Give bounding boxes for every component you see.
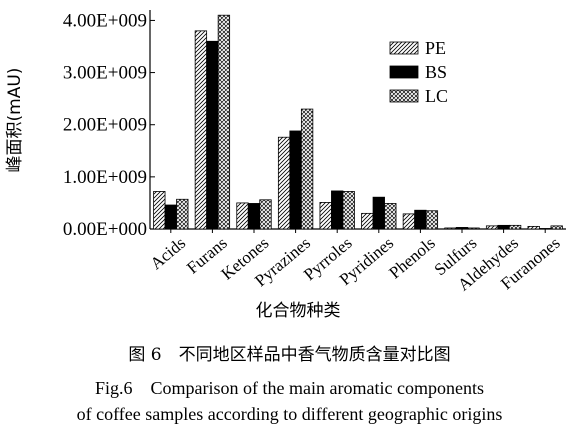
bar-lc-phenols	[425, 210, 439, 230]
figure-caption-english-line2: of coffee samples according to different…	[76, 404, 503, 424]
legend-label-pe: PE	[425, 38, 446, 58]
bar-lc-sulfurs	[467, 227, 480, 230]
bar-bs-phenols	[414, 209, 427, 230]
bar-pe-pyridines	[361, 212, 374, 230]
bar-lc-pyrazines	[300, 108, 314, 230]
bar-bs-pyrazines	[289, 130, 302, 230]
x-category-label: Acids	[147, 233, 190, 273]
figure-caption-chinese: 图 6 不同地区样品中香气物质含量对比图	[128, 345, 451, 365]
legend-label-bs: BS	[425, 62, 447, 82]
bar-lc-furans	[217, 14, 231, 230]
plot-area: 0.00E+000 1.00E+009 2.00E+009 3.00E+009 4.00…	[5, 10, 566, 321]
y-tick-label: 0.00E+000	[63, 219, 147, 240]
y-tick-label: 3.00E+009	[63, 63, 147, 84]
bar-bs-pyrroles	[331, 190, 344, 230]
bar-lc-pyridines	[384, 203, 397, 230]
bar-bs-acids	[164, 204, 177, 230]
legend-swatch-bs	[389, 65, 419, 79]
figure-caption-english-line1: Fig.6 Comparison of the main aromatic co…	[95, 378, 484, 398]
bar-bs-aldehydes	[497, 224, 510, 230]
bar-chart: 0.00E+000 1.00E+009 2.00E+009 3.00E+009 4.00…	[5, 10, 566, 321]
bar-lc-acids	[176, 198, 189, 230]
y-axis-title: 峰面积(mAU)	[5, 68, 25, 173]
legend-label-lc: LC	[425, 86, 448, 106]
bar-pe-aldehydes	[485, 225, 499, 230]
bar-pe-pyrazines	[277, 136, 291, 230]
bar-bs-furans	[206, 40, 219, 230]
bar-pe-furans	[194, 30, 208, 230]
bar-pe-phenols	[402, 213, 416, 230]
legend-swatch-lc	[389, 89, 419, 103]
bar-pe-acids	[153, 191, 166, 230]
bar-pe-furanones	[527, 225, 540, 230]
bar-pe-sulfurs	[444, 227, 457, 230]
bar-bs-sulfurs	[455, 227, 469, 230]
bar-bs-furanones	[539, 228, 552, 230]
bar-pe-ketones	[236, 202, 249, 230]
bar-bs-ketones	[247, 203, 261, 230]
bar-lc-furanones	[550, 225, 563, 230]
bar-pe-pyrroles	[319, 202, 332, 230]
bar-lc-pyrroles	[342, 191, 355, 230]
y-tick-label: 1.00E+009	[63, 167, 147, 188]
bar-lc-ketones	[259, 199, 272, 230]
x-category-label: Phenols	[385, 233, 438, 282]
y-tick-label: 4.00E+009	[63, 10, 147, 31]
legend-swatch-pe	[389, 41, 419, 55]
bar-lc-aldehydes	[508, 224, 522, 230]
y-tick-label: 2.00E+009	[63, 115, 147, 136]
bar-bs-pyridines	[372, 196, 385, 230]
x-axis-title: 化合物种类	[256, 301, 341, 321]
